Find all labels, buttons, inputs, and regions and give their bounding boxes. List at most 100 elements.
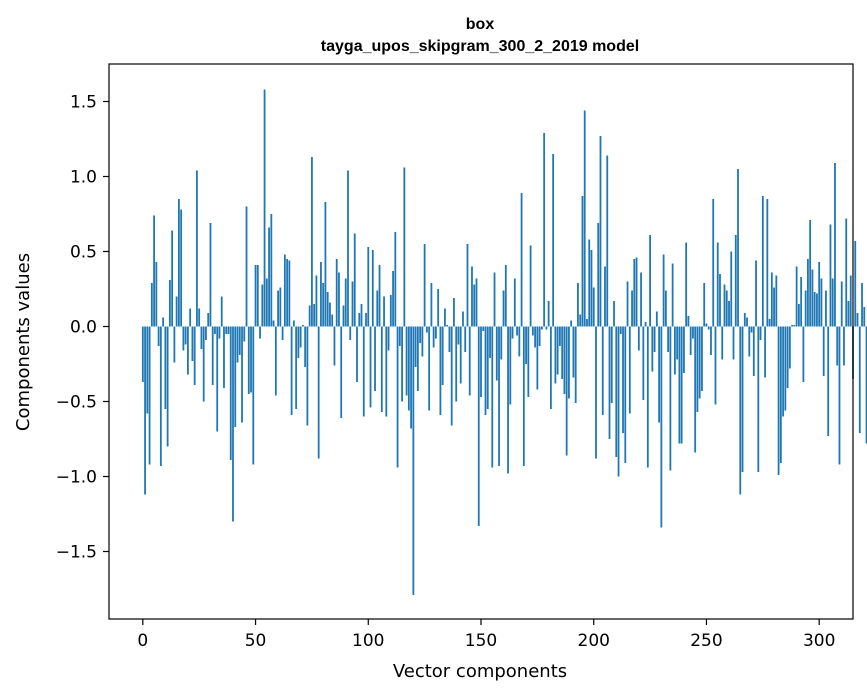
bar-163	[509, 326, 512, 405]
bar-259	[725, 290, 728, 327]
x-tick-label: 200	[578, 631, 610, 651]
plot-frame	[108, 63, 854, 620]
bar-256	[719, 274, 721, 327]
bar-58	[272, 320, 275, 327]
bar-271	[752, 326, 755, 376]
bar-118	[407, 326, 410, 411]
bar-199	[590, 250, 593, 327]
bar-207	[608, 326, 611, 439]
bar-83	[329, 302, 331, 327]
bar-314	[849, 275, 852, 327]
bar-37	[225, 326, 228, 334]
bar-171	[527, 326, 530, 397]
bar-216	[628, 326, 631, 414]
bar-268	[746, 317, 748, 327]
bar-172	[529, 245, 532, 327]
bar-208	[610, 326, 613, 403]
bar-16	[177, 199, 180, 327]
bar-142	[462, 311, 464, 327]
y-tick-label: 0.0	[70, 318, 97, 338]
bar-100	[367, 247, 370, 327]
bar-157	[495, 326, 498, 381]
bar-310	[840, 281, 843, 327]
chart-subtitle: tayga_upos_skipgram_300_2_2019 model	[321, 38, 639, 55]
x-tick-label: 0	[137, 631, 148, 651]
x-axis-label: Vector components	[393, 661, 567, 682]
bar-series	[141, 89, 867, 595]
bar-89	[342, 305, 345, 327]
bar-103	[374, 326, 376, 391]
bar-79	[320, 262, 322, 327]
bar-247	[698, 326, 701, 399]
bar-126	[425, 326, 428, 333]
bar-257	[721, 326, 724, 360]
bar-255	[716, 242, 719, 327]
bar-168	[520, 193, 523, 327]
y-tick-label: 0.5	[70, 243, 97, 263]
bar-90	[344, 278, 347, 327]
bar-176	[538, 326, 541, 346]
bar-248	[701, 326, 703, 391]
bar-320	[863, 307, 866, 327]
bar-71	[301, 325, 304, 327]
bar-102	[371, 250, 374, 327]
bar-246	[696, 326, 699, 412]
bar-183	[554, 326, 557, 384]
bar-129	[432, 326, 435, 348]
bar-32	[214, 326, 216, 334]
bar-94	[353, 233, 356, 327]
bar-27	[202, 326, 205, 402]
bar-307	[834, 163, 836, 327]
bar-137	[450, 326, 453, 426]
bar-297	[811, 269, 814, 327]
bar-134	[444, 308, 446, 327]
bar-291	[797, 304, 800, 327]
bar-218	[633, 259, 636, 327]
bar-243	[689, 326, 692, 355]
bar-182	[552, 154, 555, 327]
bar-184	[556, 326, 559, 375]
bar-281	[775, 275, 778, 327]
bar-150	[480, 326, 482, 397]
bar-192	[574, 326, 577, 403]
bar-110	[389, 295, 392, 327]
bar-10	[164, 326, 167, 409]
bar-220	[637, 326, 640, 351]
bar-249	[703, 283, 706, 327]
bar-231	[662, 254, 665, 327]
bar-114	[398, 326, 401, 346]
bar-260	[728, 301, 730, 327]
bar-175	[536, 326, 539, 390]
bar-135	[446, 325, 449, 327]
y-tick-label: −0.5	[56, 393, 97, 413]
bar-217	[631, 290, 633, 327]
bar-85	[333, 326, 336, 366]
bar-106	[380, 326, 383, 412]
bar-148	[475, 278, 478, 327]
bar-139	[455, 326, 458, 402]
bar-14	[173, 326, 176, 363]
bar-166	[516, 326, 518, 336]
bar-282	[777, 326, 780, 475]
y-axis-ticks: −1.5 −1.0 −0.5 0.0 0.5 1.0 1.5	[56, 93, 109, 563]
bar-284	[782, 326, 785, 417]
bar-7	[157, 326, 160, 346]
bar-265	[739, 326, 742, 495]
bar-147	[473, 284, 476, 327]
bar-286	[786, 326, 789, 388]
bar-195	[581, 196, 584, 327]
bar-283	[779, 326, 782, 463]
y-tick-label: −1.0	[56, 468, 97, 488]
bar-68	[295, 326, 298, 409]
bar-25	[198, 308, 201, 327]
x-tick-label: 100	[352, 631, 384, 651]
bar-107	[383, 296, 385, 327]
bar-302	[822, 326, 825, 376]
bar-173	[531, 326, 534, 336]
bar-169	[522, 326, 525, 466]
bar-62	[281, 326, 284, 340]
bar-225	[649, 235, 651, 327]
bar-214	[624, 326, 627, 463]
bar-158	[498, 326, 500, 466]
bar-51	[256, 265, 259, 327]
